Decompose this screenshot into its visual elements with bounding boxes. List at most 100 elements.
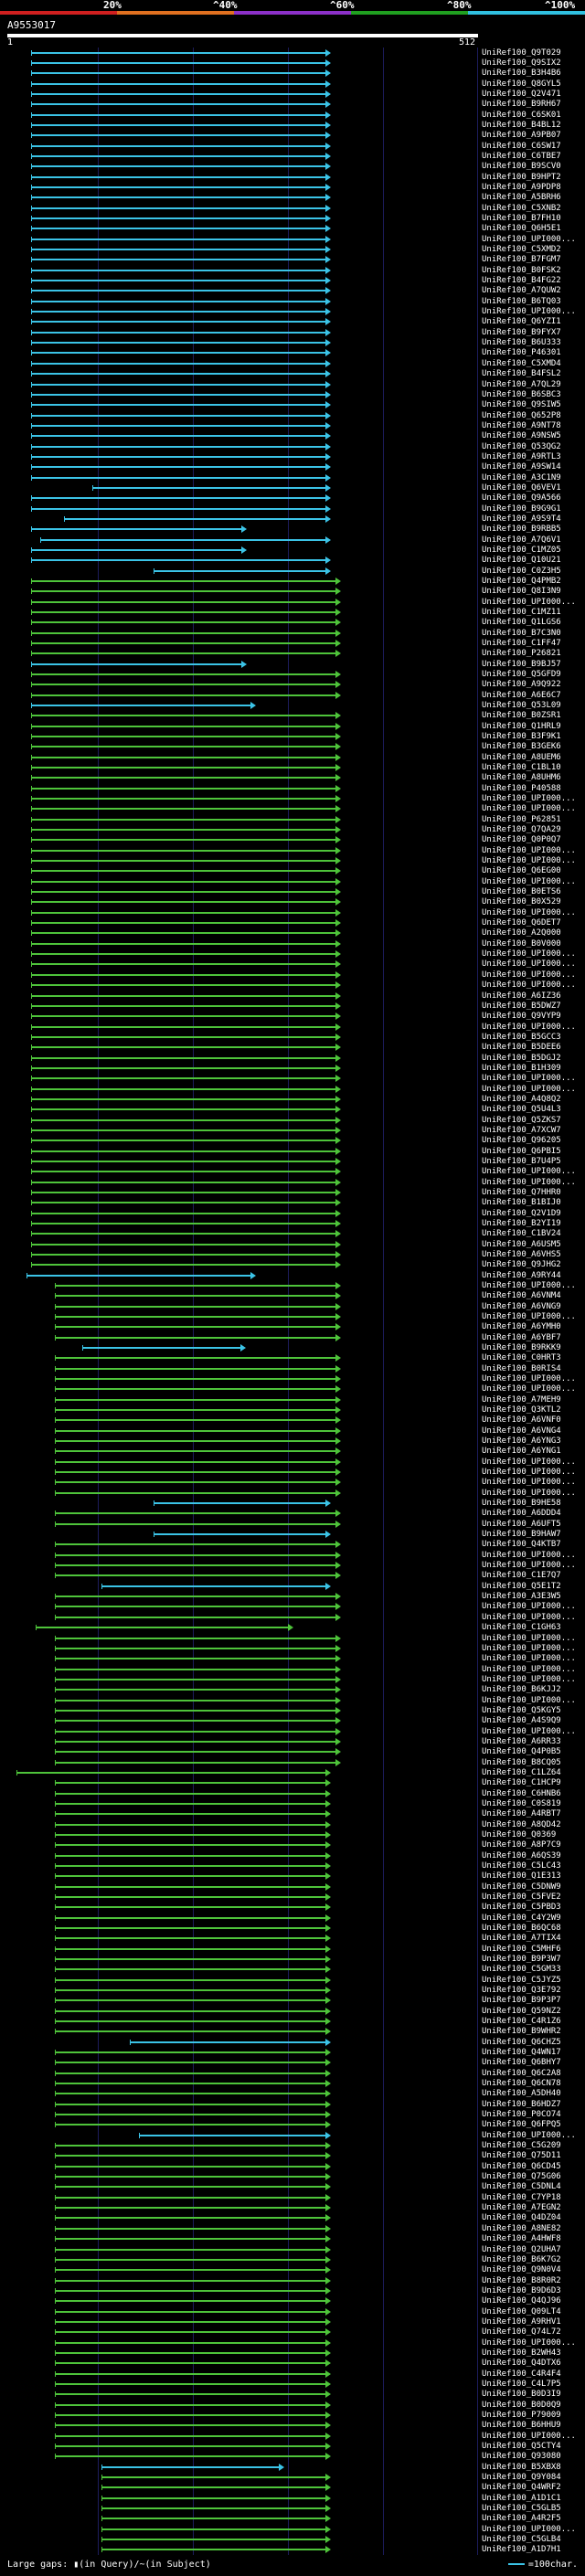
hit-label[interactable]: UniRef100_B9SCV0: [482, 162, 561, 171]
hit-label[interactable]: UniRef100_B6HHU9: [482, 2421, 561, 2430]
hit-bar[interactable]: [54, 2422, 332, 2429]
hit-label[interactable]: UniRef100_A6USM5: [482, 1240, 561, 1249]
hit-label[interactable]: UniRef100_B2WH43: [482, 2348, 561, 2358]
hit-label[interactable]: UniRef100_Q53QG2: [482, 442, 561, 451]
hit-label[interactable]: UniRef100_A9PDP8: [482, 183, 561, 192]
hit-label[interactable]: UniRef100_UPI000...: [482, 1634, 576, 1643]
hit-label[interactable]: UniRef100_Q75D11: [482, 2151, 561, 2160]
hit-bar[interactable]: [30, 69, 332, 77]
hit-bar[interactable]: [54, 2401, 332, 2409]
hit-label[interactable]: UniRef100_A8UEM6: [482, 753, 561, 762]
hit-label[interactable]: UniRef100_UPI000...: [482, 981, 576, 990]
hit-bar[interactable]: [54, 1676, 341, 1683]
hit-bar[interactable]: [30, 971, 341, 979]
hit-label[interactable]: UniRef100_C5XMD2: [482, 245, 561, 254]
hit-label[interactable]: UniRef100_A1D1C1: [482, 2494, 561, 2503]
hit-label[interactable]: UniRef100_B0X529: [482, 897, 561, 906]
hit-bar[interactable]: [30, 453, 332, 461]
hit-label[interactable]: UniRef100_B5GCC3: [482, 1033, 561, 1042]
hit-bar[interactable]: [54, 1924, 332, 1932]
hit-bar[interactable]: [54, 1385, 341, 1393]
hit-bar[interactable]: [30, 49, 332, 57]
hit-bar[interactable]: [30, 1199, 341, 1206]
hit-label[interactable]: UniRef100_C4Y2W9: [482, 1913, 561, 1923]
hit-bar[interactable]: [30, 505, 332, 513]
hit-label[interactable]: UniRef100_UPI000...: [482, 1654, 576, 1663]
hit-label[interactable]: UniRef100_A6YMH0: [482, 1322, 561, 1331]
hit-bar[interactable]: [54, 2443, 332, 2450]
hit-label[interactable]: UniRef100_B9RKK9: [482, 1343, 561, 1352]
hit-bar[interactable]: [30, 184, 332, 191]
hit-label[interactable]: UniRef100_B9WHR2: [482, 2027, 561, 2036]
hit-label[interactable]: UniRef100_A9NT78: [482, 421, 561, 430]
hit-label[interactable]: UniRef100_UPI000...: [482, 804, 576, 813]
hit-bar[interactable]: [54, 1759, 341, 1766]
hit-bar[interactable]: [101, 2484, 332, 2491]
hit-label[interactable]: UniRef100_B9HAW7: [482, 1530, 561, 1539]
hit-bar[interactable]: [54, 1635, 341, 1642]
hit-bar[interactable]: [54, 1303, 341, 1310]
hit-label[interactable]: UniRef100_A9S9T4: [482, 514, 561, 524]
hit-label[interactable]: UniRef100_B3GEK6: [482, 742, 561, 751]
hit-label[interactable]: UniRef100_C5LC43: [482, 1861, 561, 1871]
hit-label[interactable]: UniRef100_B7FH10: [482, 214, 561, 223]
hit-label[interactable]: UniRef100_A6YNG1: [482, 1447, 561, 1456]
hit-label[interactable]: UniRef100_Q4WRF2: [482, 2483, 561, 2492]
hit-bar[interactable]: [30, 163, 332, 170]
hit-label[interactable]: UniRef100_C7YP18: [482, 2193, 561, 2202]
hit-bar[interactable]: [54, 2359, 332, 2367]
hit-bar[interactable]: [54, 1903, 332, 1911]
hit-bar[interactable]: [30, 318, 332, 325]
hit-bar[interactable]: [30, 1210, 341, 1217]
hit-label[interactable]: UniRef100_A9PB07: [482, 131, 561, 140]
hit-bar[interactable]: [54, 2266, 332, 2274]
hit-bar[interactable]: [139, 2132, 332, 2139]
hit-bar[interactable]: [101, 2464, 284, 2471]
hit-bar[interactable]: [54, 2121, 332, 2128]
hit-bar[interactable]: [30, 381, 332, 388]
hit-bar[interactable]: [54, 2049, 332, 2056]
hit-label[interactable]: UniRef100_B9D6D3: [482, 2286, 561, 2295]
hit-bar[interactable]: [54, 2380, 332, 2388]
hit-bar[interactable]: [54, 1572, 341, 1579]
hit-label[interactable]: UniRef100_B4FSL2: [482, 369, 561, 378]
hit-label[interactable]: UniRef100_B8R0R2: [482, 2276, 561, 2285]
hit-label[interactable]: UniRef100_B9P3P7: [482, 1996, 561, 2005]
hit-bar[interactable]: [30, 764, 341, 771]
hit-bar[interactable]: [30, 339, 332, 346]
hit-label[interactable]: UniRef100_Q09LT4: [482, 2307, 561, 2316]
hit-bar[interactable]: [30, 836, 341, 843]
hit-bar[interactable]: [30, 80, 332, 88]
hit-bar[interactable]: [54, 2090, 332, 2097]
hit-bar[interactable]: [30, 692, 341, 699]
hit-label[interactable]: UniRef100_A7XCW7: [482, 1126, 561, 1135]
hit-label[interactable]: UniRef100_UPI000...: [482, 1458, 576, 1467]
hit-bar[interactable]: [30, 443, 332, 451]
hit-label[interactable]: UniRef100_B6QC68: [482, 1924, 561, 1933]
hit-label[interactable]: UniRef100_A6VNM4: [482, 1291, 561, 1300]
hit-bar[interactable]: [54, 1458, 341, 1466]
hit-label[interactable]: UniRef100_C5DNL4: [482, 2182, 561, 2191]
hit-bar[interactable]: [54, 2183, 332, 2190]
hit-label[interactable]: UniRef100_UPI000...: [482, 1312, 576, 1321]
hit-label[interactable]: UniRef100_UPI000...: [482, 908, 576, 917]
hit-label[interactable]: UniRef100_B4FG22: [482, 276, 561, 285]
hit-bar[interactable]: [30, 1086, 341, 1093]
hit-bar[interactable]: [30, 929, 341, 937]
hit-bar[interactable]: [30, 401, 332, 408]
hit-bar[interactable]: [30, 1127, 341, 1134]
hit-bar[interactable]: [54, 1666, 341, 1673]
hit-bar[interactable]: [30, 1065, 341, 1072]
hit-label[interactable]: UniRef100_UPI000...: [482, 1178, 576, 1187]
hit-bar[interactable]: [54, 1831, 332, 1839]
hit-label[interactable]: UniRef100_UPI000...: [482, 1551, 576, 1560]
hit-bar[interactable]: [30, 1055, 341, 1062]
hit-bar[interactable]: [30, 898, 341, 906]
hit-bar[interactable]: [91, 484, 332, 492]
hit-bar[interactable]: [54, 1614, 341, 1621]
hit-bar[interactable]: [54, 1841, 332, 1849]
hit-bar[interactable]: [54, 1655, 341, 1662]
hit-bar[interactable]: [54, 2142, 332, 2149]
hit-label[interactable]: UniRef100_UPI000...: [482, 235, 576, 244]
hit-label[interactable]: UniRef100_Q9VYP9: [482, 1012, 561, 1021]
